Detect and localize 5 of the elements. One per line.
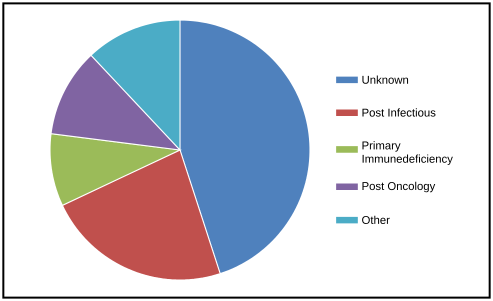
legend-label: Post Infectious bbox=[362, 108, 436, 117]
legend-label: Primary Immunedeficiency bbox=[362, 141, 453, 166]
legend-label: Post Oncology bbox=[362, 182, 436, 192]
legend-label: Unknown bbox=[362, 75, 408, 84]
legend-label: Other bbox=[362, 216, 390, 224]
